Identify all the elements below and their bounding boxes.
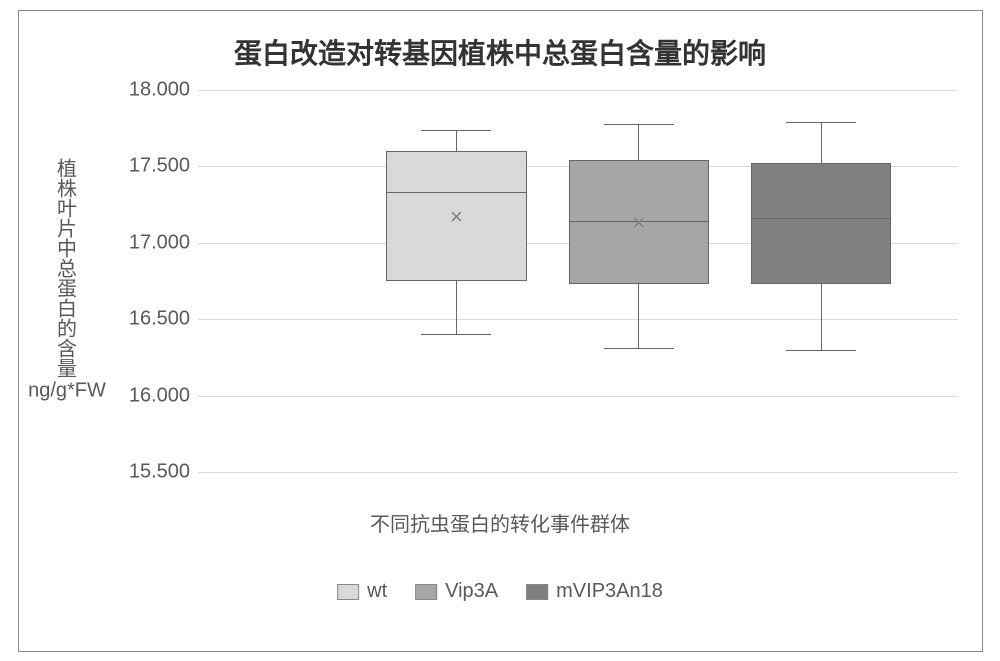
y-tick-label: 16.500 <box>129 308 198 331</box>
whisker-cap <box>421 334 491 335</box>
y-tick-label: 16.000 <box>129 384 198 407</box>
whisker <box>638 284 639 348</box>
whisker-cap <box>604 348 674 349</box>
y-axis-label-vertical: 植株叶片中总蛋白的含量 <box>28 160 106 380</box>
y-axis-label-char: 叶 <box>28 200 106 220</box>
y-axis-label-char: 含 <box>28 340 106 360</box>
y-axis-label-char: 量 <box>28 360 106 380</box>
y-axis-label-line2: ng/g*FW <box>28 380 106 403</box>
chart-title: 蛋白改造对转基因植株中总蛋白含量的影响 <box>0 32 1000 72</box>
chart-title-text: 蛋白改造对转基因植株中总蛋白含量的影响 <box>234 38 766 69</box>
x-axis-label: 不同抗虫蛋白的转化事件群体 <box>370 508 630 537</box>
gridline <box>198 472 958 473</box>
y-axis-label-char: 总 <box>28 260 106 280</box>
whisker <box>821 122 822 163</box>
gridline <box>198 90 958 91</box>
legend-label: wt <box>367 580 387 603</box>
whisker <box>821 284 822 350</box>
y-tick-label: 17.000 <box>129 231 198 254</box>
mean-marker: × <box>815 215 828 237</box>
legend: wt Vip3A mVIP3An18 <box>337 580 663 603</box>
legend-label: Vip3A <box>445 580 498 603</box>
y-axis-label-char: 片 <box>28 220 106 240</box>
whisker <box>456 281 457 334</box>
y-axis-label-char: 植 <box>28 160 106 180</box>
y-axis-label-char: 中 <box>28 240 106 260</box>
legend-swatch <box>526 584 548 600</box>
y-axis-label-char: 的 <box>28 320 106 340</box>
legend-label: mVIP3An18 <box>556 580 663 603</box>
mean-marker: × <box>450 206 463 228</box>
y-tick-label: 18.000 <box>129 79 198 102</box>
y-axis-label-char: 株 <box>28 180 106 200</box>
whisker-cap <box>421 130 491 131</box>
legend-swatch <box>337 584 359 600</box>
median-line <box>386 192 527 193</box>
y-axis-label-char: 白 <box>28 300 106 320</box>
plot-area: 15.50016.00016.50017.00017.50018.000××× <box>198 90 958 472</box>
y-tick-label: 15.500 <box>129 461 198 484</box>
mean-marker: × <box>632 212 645 234</box>
whisker <box>456 130 457 151</box>
whisker-cap <box>786 122 856 123</box>
legend-item: mVIP3An18 <box>526 580 663 603</box>
chart-canvas: 蛋白改造对转基因植株中总蛋白含量的影响 15.500 16.000 16.500 17… <box>0 0 1000 661</box>
legend-item: wt <box>337 580 387 603</box>
whisker-cap <box>604 124 674 125</box>
legend-swatch <box>415 584 437 600</box>
y-axis-label-char: 蛋 <box>28 280 106 300</box>
y-axis-label: 植株叶片中总蛋白的含量 ng/g*FW <box>28 160 106 403</box>
x-axis-label-text: 不同抗虫蛋白的转化事件群体 <box>370 514 630 536</box>
gridline <box>198 319 958 320</box>
gridline <box>198 396 958 397</box>
legend-item: Vip3A <box>415 580 498 603</box>
whisker-cap <box>786 350 856 351</box>
y-tick-label: 17.500 <box>129 155 198 178</box>
whisker <box>638 124 639 161</box>
